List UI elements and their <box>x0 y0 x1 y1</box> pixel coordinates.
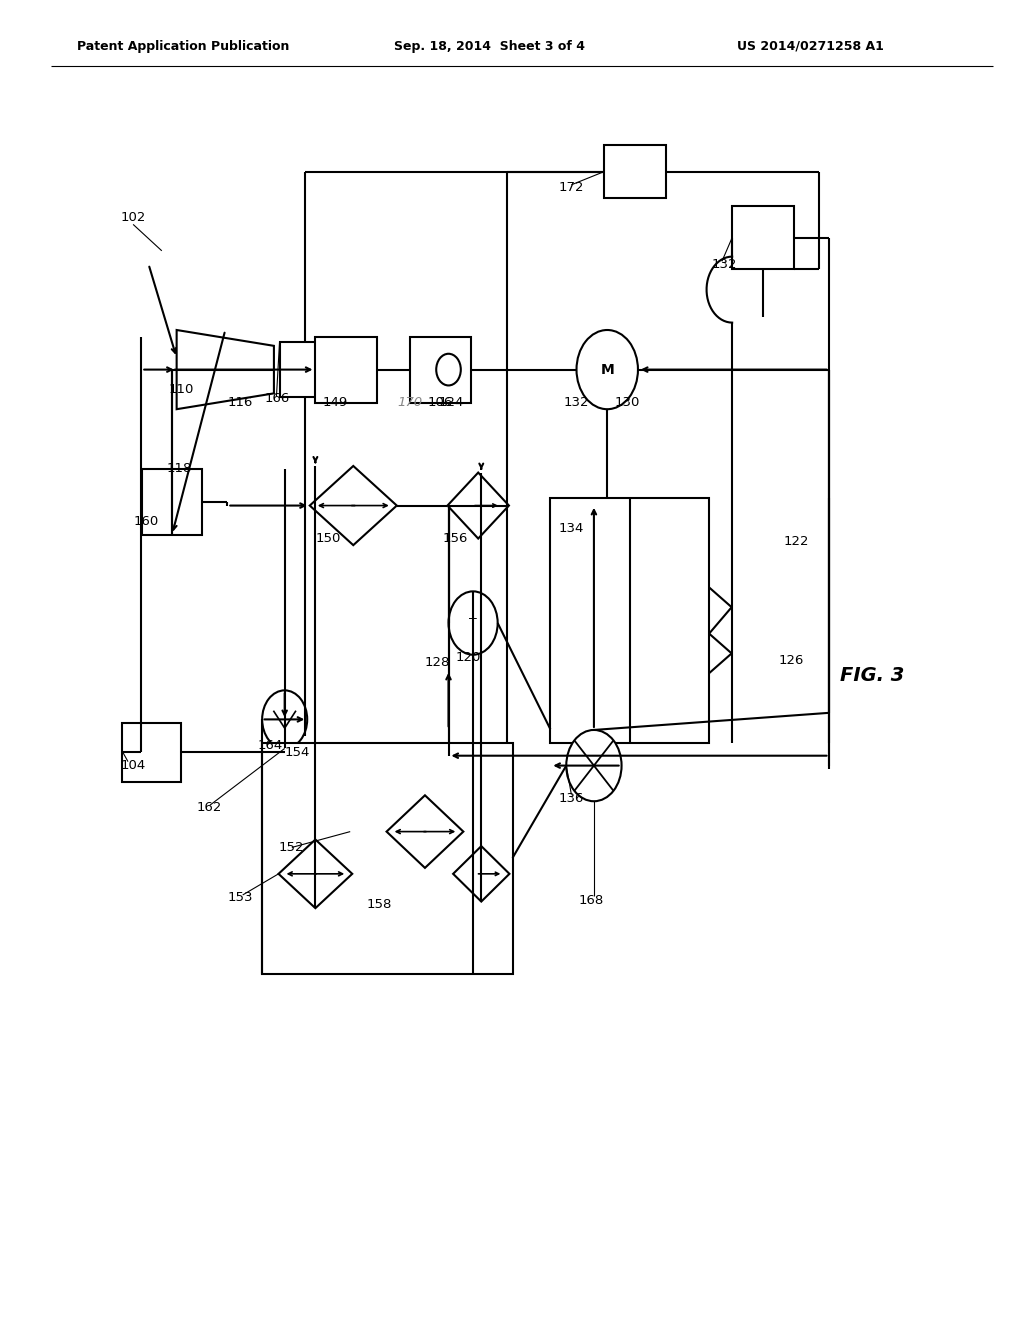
Bar <box>551 498 709 742</box>
Text: 149: 149 <box>323 396 348 409</box>
Bar <box>262 743 512 974</box>
Text: 162: 162 <box>197 801 222 814</box>
Text: 110: 110 <box>169 383 195 396</box>
Text: 124: 124 <box>438 396 464 409</box>
Bar <box>410 337 471 403</box>
Text: 156: 156 <box>442 532 468 545</box>
Text: 150: 150 <box>315 532 341 545</box>
Text: 166: 166 <box>264 392 290 405</box>
Text: 158: 158 <box>367 898 392 911</box>
Text: 153: 153 <box>227 891 253 904</box>
Text: 134: 134 <box>558 521 584 535</box>
Polygon shape <box>279 840 352 908</box>
Text: Patent Application Publication: Patent Application Publication <box>77 40 289 53</box>
Text: FIG. 3: FIG. 3 <box>840 667 904 685</box>
Text: 120: 120 <box>456 651 481 664</box>
Text: M: M <box>600 363 614 376</box>
Bar <box>122 723 181 781</box>
Text: 130: 130 <box>614 396 640 409</box>
Text: 132: 132 <box>563 396 589 409</box>
Polygon shape <box>387 795 463 869</box>
Text: 136: 136 <box>558 792 584 805</box>
Circle shape <box>436 354 461 385</box>
Bar <box>732 206 794 269</box>
Polygon shape <box>176 330 274 409</box>
Text: 106: 106 <box>428 396 454 409</box>
Text: 128: 128 <box>425 656 451 669</box>
Text: 164: 164 <box>258 739 284 752</box>
Circle shape <box>577 330 638 409</box>
Text: 122: 122 <box>783 535 809 548</box>
Text: 172: 172 <box>558 181 584 194</box>
Text: T: T <box>469 616 477 630</box>
Text: 102: 102 <box>121 211 146 224</box>
Text: 170: 170 <box>397 396 423 409</box>
Polygon shape <box>453 846 510 902</box>
Circle shape <box>449 591 498 655</box>
Text: 160: 160 <box>133 515 159 528</box>
Bar <box>280 342 331 397</box>
Text: 116: 116 <box>227 396 253 409</box>
Circle shape <box>566 730 622 801</box>
Text: Sep. 18, 2014  Sheet 3 of 4: Sep. 18, 2014 Sheet 3 of 4 <box>394 40 586 53</box>
Bar <box>315 337 377 403</box>
Text: 104: 104 <box>121 759 146 772</box>
Text: 168: 168 <box>579 894 604 907</box>
Text: US 2014/0271258 A1: US 2014/0271258 A1 <box>737 40 884 53</box>
Bar <box>604 145 666 198</box>
Circle shape <box>262 690 307 748</box>
Text: 126: 126 <box>778 653 804 667</box>
Bar <box>142 469 202 535</box>
Polygon shape <box>309 466 396 545</box>
Text: 132: 132 <box>712 257 737 271</box>
Polygon shape <box>447 473 509 539</box>
Text: 154: 154 <box>285 746 310 759</box>
Text: 152: 152 <box>279 841 304 854</box>
Text: 118: 118 <box>167 462 193 475</box>
